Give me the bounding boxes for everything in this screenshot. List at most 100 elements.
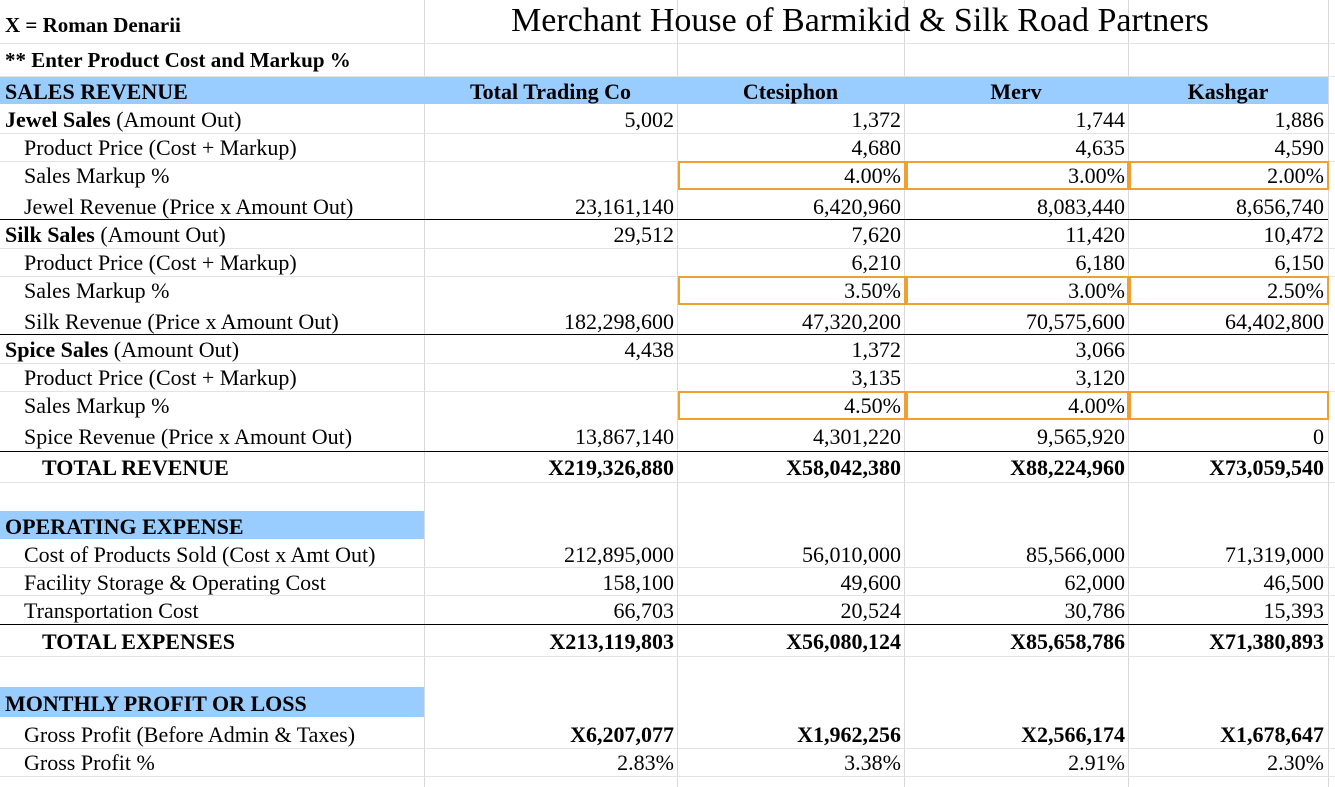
jewel-amount-kashgar[interactable]: 1,886 (1274, 107, 1325, 132)
spice-markup-merv: 4.00% (1068, 393, 1125, 418)
silk-amount-kashgar[interactable]: 10,472 (1263, 222, 1325, 247)
jewel-price-ctesiphon[interactable]: 4,680 (851, 135, 902, 160)
total-revenue-merv[interactable]: X88,224,960 (1010, 455, 1125, 480)
row-gridline (0, 363, 1335, 364)
jewel-revenue-ctesiphon[interactable]: 6,420,960 (813, 194, 901, 219)
gross-profit-ctesiphon[interactable]: X1,962,256 (797, 722, 901, 747)
spice-revenue-kashgar[interactable]: 0 (1313, 424, 1324, 449)
jewel-price-merv[interactable]: 4,635 (1075, 135, 1126, 160)
cogs-ctesiphon[interactable]: 56,010,000 (802, 542, 901, 567)
jewel-sales-name: Jewel Sales (5, 107, 111, 132)
silk-amount-ctesiphon[interactable]: 7,620 (851, 222, 902, 247)
jewel-amount-ctesiphon[interactable]: 1,372 (851, 107, 902, 132)
silk-price-label: Product Price (Cost + Markup) (24, 250, 297, 275)
transport-ctesiphon[interactable]: 20,524 (840, 598, 902, 623)
jewel-markup-input-kashgar[interactable] (1129, 161, 1329, 190)
row-gridline (0, 43, 1335, 44)
jewel-markup-input-merv[interactable] (906, 161, 1129, 190)
spice-price-merv[interactable]: 3,120 (1075, 365, 1126, 390)
facility-ctesiphon[interactable]: 49,600 (840, 570, 902, 595)
total-expenses-kashgar[interactable]: X71,380,893 (1209, 629, 1324, 654)
silk-amount-total[interactable]: 29,512 (613, 222, 675, 247)
gross-profit-merv[interactable]: X2,566,174 (1021, 722, 1125, 747)
gross-profit-pct-ctesiphon[interactable]: 3.38% (844, 750, 901, 775)
jewel-markup-label: Sales Markup % (24, 163, 170, 188)
cogs-merv[interactable]: 85,566,000 (1026, 542, 1125, 567)
transport-total[interactable]: 66,703 (613, 598, 675, 623)
spice-amount-merv[interactable]: 3,066 (1075, 337, 1126, 362)
silk-revenue-merv[interactable]: 70,575,600 (1026, 309, 1125, 334)
silk-price-merv[interactable]: 6,180 (1075, 250, 1126, 275)
silk-revenue-total[interactable]: 182,298,600 (564, 309, 674, 334)
spice-price-ctesiphon[interactable]: 3,135 (851, 365, 902, 390)
section-operating-expense: OPERATING EXPENSE (5, 514, 244, 539)
spice-markup-input-ctesiphon[interactable] (678, 391, 906, 420)
cogs-label: Cost of Products Sold (Cost x Amt Out) (24, 542, 376, 567)
total-expenses-label: TOTAL EXPENSES (42, 629, 235, 654)
silk-markup-ctesiphon: 3.50% (844, 278, 901, 303)
column-header-merv: Merv (990, 79, 1042, 104)
total-expenses-merv[interactable]: X85,658,786 (1010, 629, 1125, 654)
silk-price-kashgar[interactable]: 6,150 (1274, 250, 1325, 275)
jewel-revenue-total[interactable]: 23,161,140 (575, 194, 674, 219)
spice-amount-ctesiphon[interactable]: 1,372 (851, 337, 902, 362)
jewel-markup-kashgar: 2.00% (1267, 163, 1324, 188)
silk-markup-input-merv[interactable] (906, 276, 1129, 305)
row-gridline (0, 776, 1335, 777)
cogs-total[interactable]: 212,895,000 (564, 542, 674, 567)
jewel-revenue-merv[interactable]: 8,083,440 (1037, 194, 1125, 219)
silk-price-ctesiphon[interactable]: 6,210 (851, 250, 902, 275)
row-gridline (0, 76, 1335, 77)
facility-merv[interactable]: 62,000 (1064, 570, 1126, 595)
jewel-price-label: Product Price (Cost + Markup) (24, 135, 297, 160)
gross-profit-pct-total[interactable]: 2.83% (617, 750, 674, 775)
spice-markup-input-kashgar[interactable] (1129, 391, 1329, 420)
silk-revenue-ctesiphon[interactable]: 47,320,200 (802, 309, 901, 334)
spice-markup-ctesiphon: 4.50% (844, 393, 901, 418)
jewel-amount-total[interactable]: 5,002 (624, 107, 675, 132)
transport-kashgar[interactable]: 15,393 (1263, 598, 1325, 623)
row-gridline (0, 161, 1335, 162)
jewel-markup-input-ctesiphon[interactable] (678, 161, 906, 190)
cogs-kashgar[interactable]: 71,319,000 (1225, 542, 1324, 567)
total-expenses-ctesiphon[interactable]: X56,080,124 (786, 629, 901, 654)
page-title: Merchant House of Barmikid & Silk Road P… (511, 2, 1209, 39)
spice-sales-qualifier: (Amount Out) (108, 337, 240, 362)
silk-sales-qualifier: (Amount Out) (94, 222, 226, 247)
total-revenue-ctesiphon[interactable]: X58,042,380 (786, 455, 901, 480)
silk-markup-input-kashgar[interactable] (1129, 276, 1329, 305)
row-gridline (0, 248, 1335, 249)
gross-profit-total[interactable]: X6,207,077 (570, 722, 674, 747)
gross-profit-pct-kashgar[interactable]: 2.30% (1267, 750, 1324, 775)
silk-amount-merv[interactable]: 11,420 (1065, 222, 1125, 247)
jewel-price-kashgar[interactable]: 4,590 (1274, 135, 1325, 160)
spice-revenue-merv[interactable]: 9,565,920 (1037, 424, 1125, 449)
silk-markup-input-ctesiphon[interactable] (678, 276, 906, 305)
spice-markup-input-merv[interactable] (906, 391, 1129, 420)
jewel-revenue-kashgar[interactable]: 8,656,740 (1236, 194, 1324, 219)
silk-revenue-kashgar[interactable]: 64,402,800 (1225, 309, 1324, 334)
total-revenue-total[interactable]: X219,326,880 (548, 455, 674, 480)
jewel-markup-ctesiphon: 4.00% (844, 163, 901, 188)
facility-total[interactable]: 158,100 (602, 570, 675, 595)
jewel-amount-merv[interactable]: 1,744 (1075, 107, 1126, 132)
total-revenue-kashgar[interactable]: X73,059,540 (1209, 455, 1324, 480)
spice-amount-total[interactable]: 4,438 (624, 337, 675, 362)
total-expenses-total[interactable]: X213,119,803 (549, 629, 674, 654)
jewel-revenue-label: Jewel Revenue (Price x Amount Out) (24, 194, 354, 219)
gross-profit-kashgar[interactable]: X1,678,647 (1220, 722, 1324, 747)
spice-revenue-ctesiphon[interactable]: 4,301,220 (813, 424, 901, 449)
gross-profit-label: Gross Profit (Before Admin & Taxes) (24, 722, 356, 747)
transport-merv[interactable]: 30,786 (1064, 598, 1126, 623)
gross-profit-pct-merv[interactable]: 2.91% (1068, 750, 1125, 775)
column-gridline (424, 0, 425, 787)
row-gridline (0, 567, 1335, 568)
spice-price-label: Product Price (Cost + Markup) (24, 365, 297, 390)
silk-sales-name: Silk Sales (5, 222, 95, 247)
spice-revenue-total[interactable]: 13,867,140 (575, 424, 674, 449)
spice-sales-name: Spice Sales (5, 337, 109, 362)
row-gridline (0, 276, 1335, 277)
section-sales-revenue: SALES REVENUE (5, 79, 188, 104)
facility-kashgar[interactable]: 46,500 (1263, 570, 1325, 595)
